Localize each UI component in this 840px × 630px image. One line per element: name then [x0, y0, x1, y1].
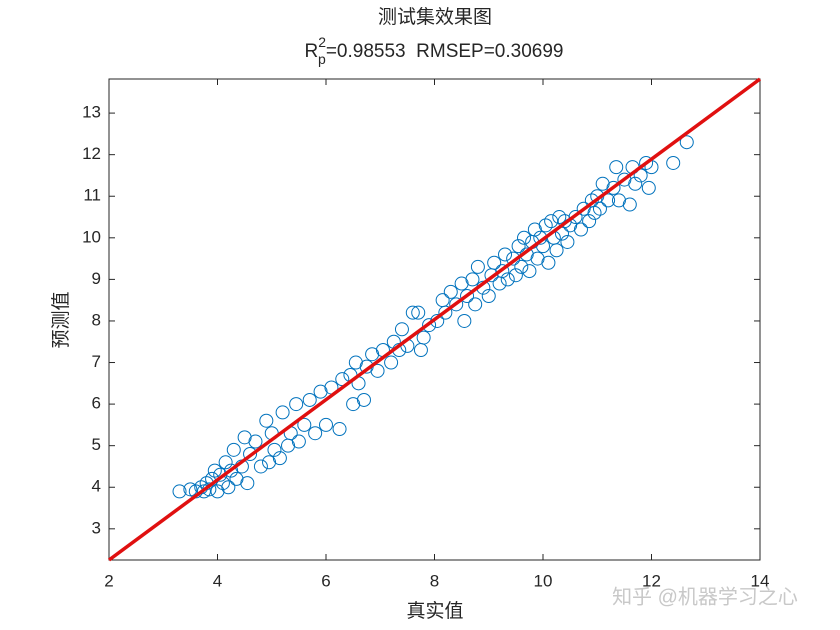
- point: [302, 392, 317, 407]
- point: [587, 205, 602, 220]
- y-tick-label: 10: [82, 227, 101, 246]
- x-tick-label: 6: [321, 571, 330, 590]
- y-tick-label: 3: [92, 518, 101, 537]
- point: [405, 305, 420, 320]
- point: [541, 255, 556, 270]
- point: [384, 355, 399, 370]
- point: [291, 434, 306, 449]
- point: [248, 434, 263, 449]
- point: [332, 422, 347, 437]
- point: [308, 426, 323, 441]
- y-tick-label: 4: [92, 477, 101, 496]
- point: [259, 413, 274, 428]
- point: [243, 446, 258, 461]
- point: [666, 155, 681, 170]
- point: [370, 363, 385, 378]
- point: [297, 417, 312, 432]
- point: [226, 442, 241, 457]
- point: [435, 293, 450, 308]
- x-axis-label: 真实值: [406, 600, 463, 622]
- point: [573, 222, 588, 237]
- point: [253, 459, 268, 474]
- point: [460, 289, 475, 304]
- point: [514, 259, 529, 274]
- point: [628, 176, 643, 191]
- point: [411, 305, 426, 320]
- fit-line: [107, 77, 762, 562]
- point: [538, 218, 553, 233]
- point: [639, 155, 654, 170]
- point: [275, 405, 290, 420]
- point: [443, 284, 458, 299]
- point: [356, 392, 371, 407]
- point: [422, 318, 437, 333]
- subtitle-rest: =0.98553 RMSEP=0.30699: [326, 41, 564, 62]
- point: [517, 230, 532, 245]
- point: [592, 201, 607, 216]
- point: [319, 417, 333, 432]
- point: [549, 243, 564, 258]
- point: [240, 476, 255, 491]
- point: [457, 313, 472, 328]
- subtitle-sub: p: [318, 51, 326, 67]
- point: [492, 276, 507, 291]
- point: [394, 322, 409, 337]
- point: [487, 255, 502, 270]
- point: [560, 234, 575, 249]
- point: [416, 330, 431, 345]
- point: [544, 214, 559, 229]
- point: [495, 264, 510, 279]
- point: [267, 442, 282, 457]
- point: [601, 193, 616, 208]
- y-tick-label: 6: [92, 394, 101, 413]
- point: [500, 272, 515, 287]
- point: [449, 297, 464, 312]
- chart-title: 测试集效果图: [378, 6, 492, 28]
- point: [522, 264, 537, 279]
- y-tick-label: 11: [83, 186, 101, 205]
- point: [641, 180, 656, 195]
- point: [679, 135, 694, 150]
- point: [609, 160, 624, 175]
- y-tick-label: 5: [92, 435, 101, 454]
- point: [468, 297, 483, 312]
- y-tick-label: 12: [82, 144, 101, 163]
- point: [498, 247, 513, 262]
- y-tick-label: 9: [92, 269, 101, 288]
- y-axis-label: 预测值: [50, 291, 72, 348]
- watermark: 知乎 @机器学习之心: [612, 585, 798, 608]
- point: [218, 455, 233, 470]
- point: [438, 305, 453, 320]
- point: [470, 259, 485, 274]
- point: [272, 451, 287, 466]
- x-tick-label: 10: [534, 571, 553, 590]
- point: [511, 239, 526, 254]
- x-tick-label: 12: [642, 571, 661, 590]
- point: [606, 180, 621, 195]
- point: [622, 197, 637, 212]
- point: [221, 480, 236, 495]
- x-tick-label: 2: [104, 571, 113, 590]
- y-tick-label: 7: [92, 352, 101, 371]
- point: [207, 463, 222, 478]
- point: [413, 343, 428, 358]
- point: [465, 272, 480, 287]
- x-tick-label: 4: [213, 571, 222, 590]
- point: [582, 214, 597, 229]
- point: [568, 210, 583, 225]
- point: [172, 484, 187, 499]
- x-tick-label: 8: [430, 571, 439, 590]
- chart-subtitle: R2 p=0.98553 RMSEP=0.30699: [304, 34, 563, 67]
- point: [552, 210, 567, 225]
- point: [481, 289, 496, 304]
- y-tick-label: 8: [92, 310, 101, 329]
- subtitle-base: R: [304, 41, 318, 62]
- point: [508, 268, 523, 283]
- point: [289, 397, 304, 412]
- y-tick-label: 13: [82, 103, 101, 122]
- x-tick-label: 14: [751, 571, 770, 590]
- subtitle-sup: 2: [318, 34, 326, 50]
